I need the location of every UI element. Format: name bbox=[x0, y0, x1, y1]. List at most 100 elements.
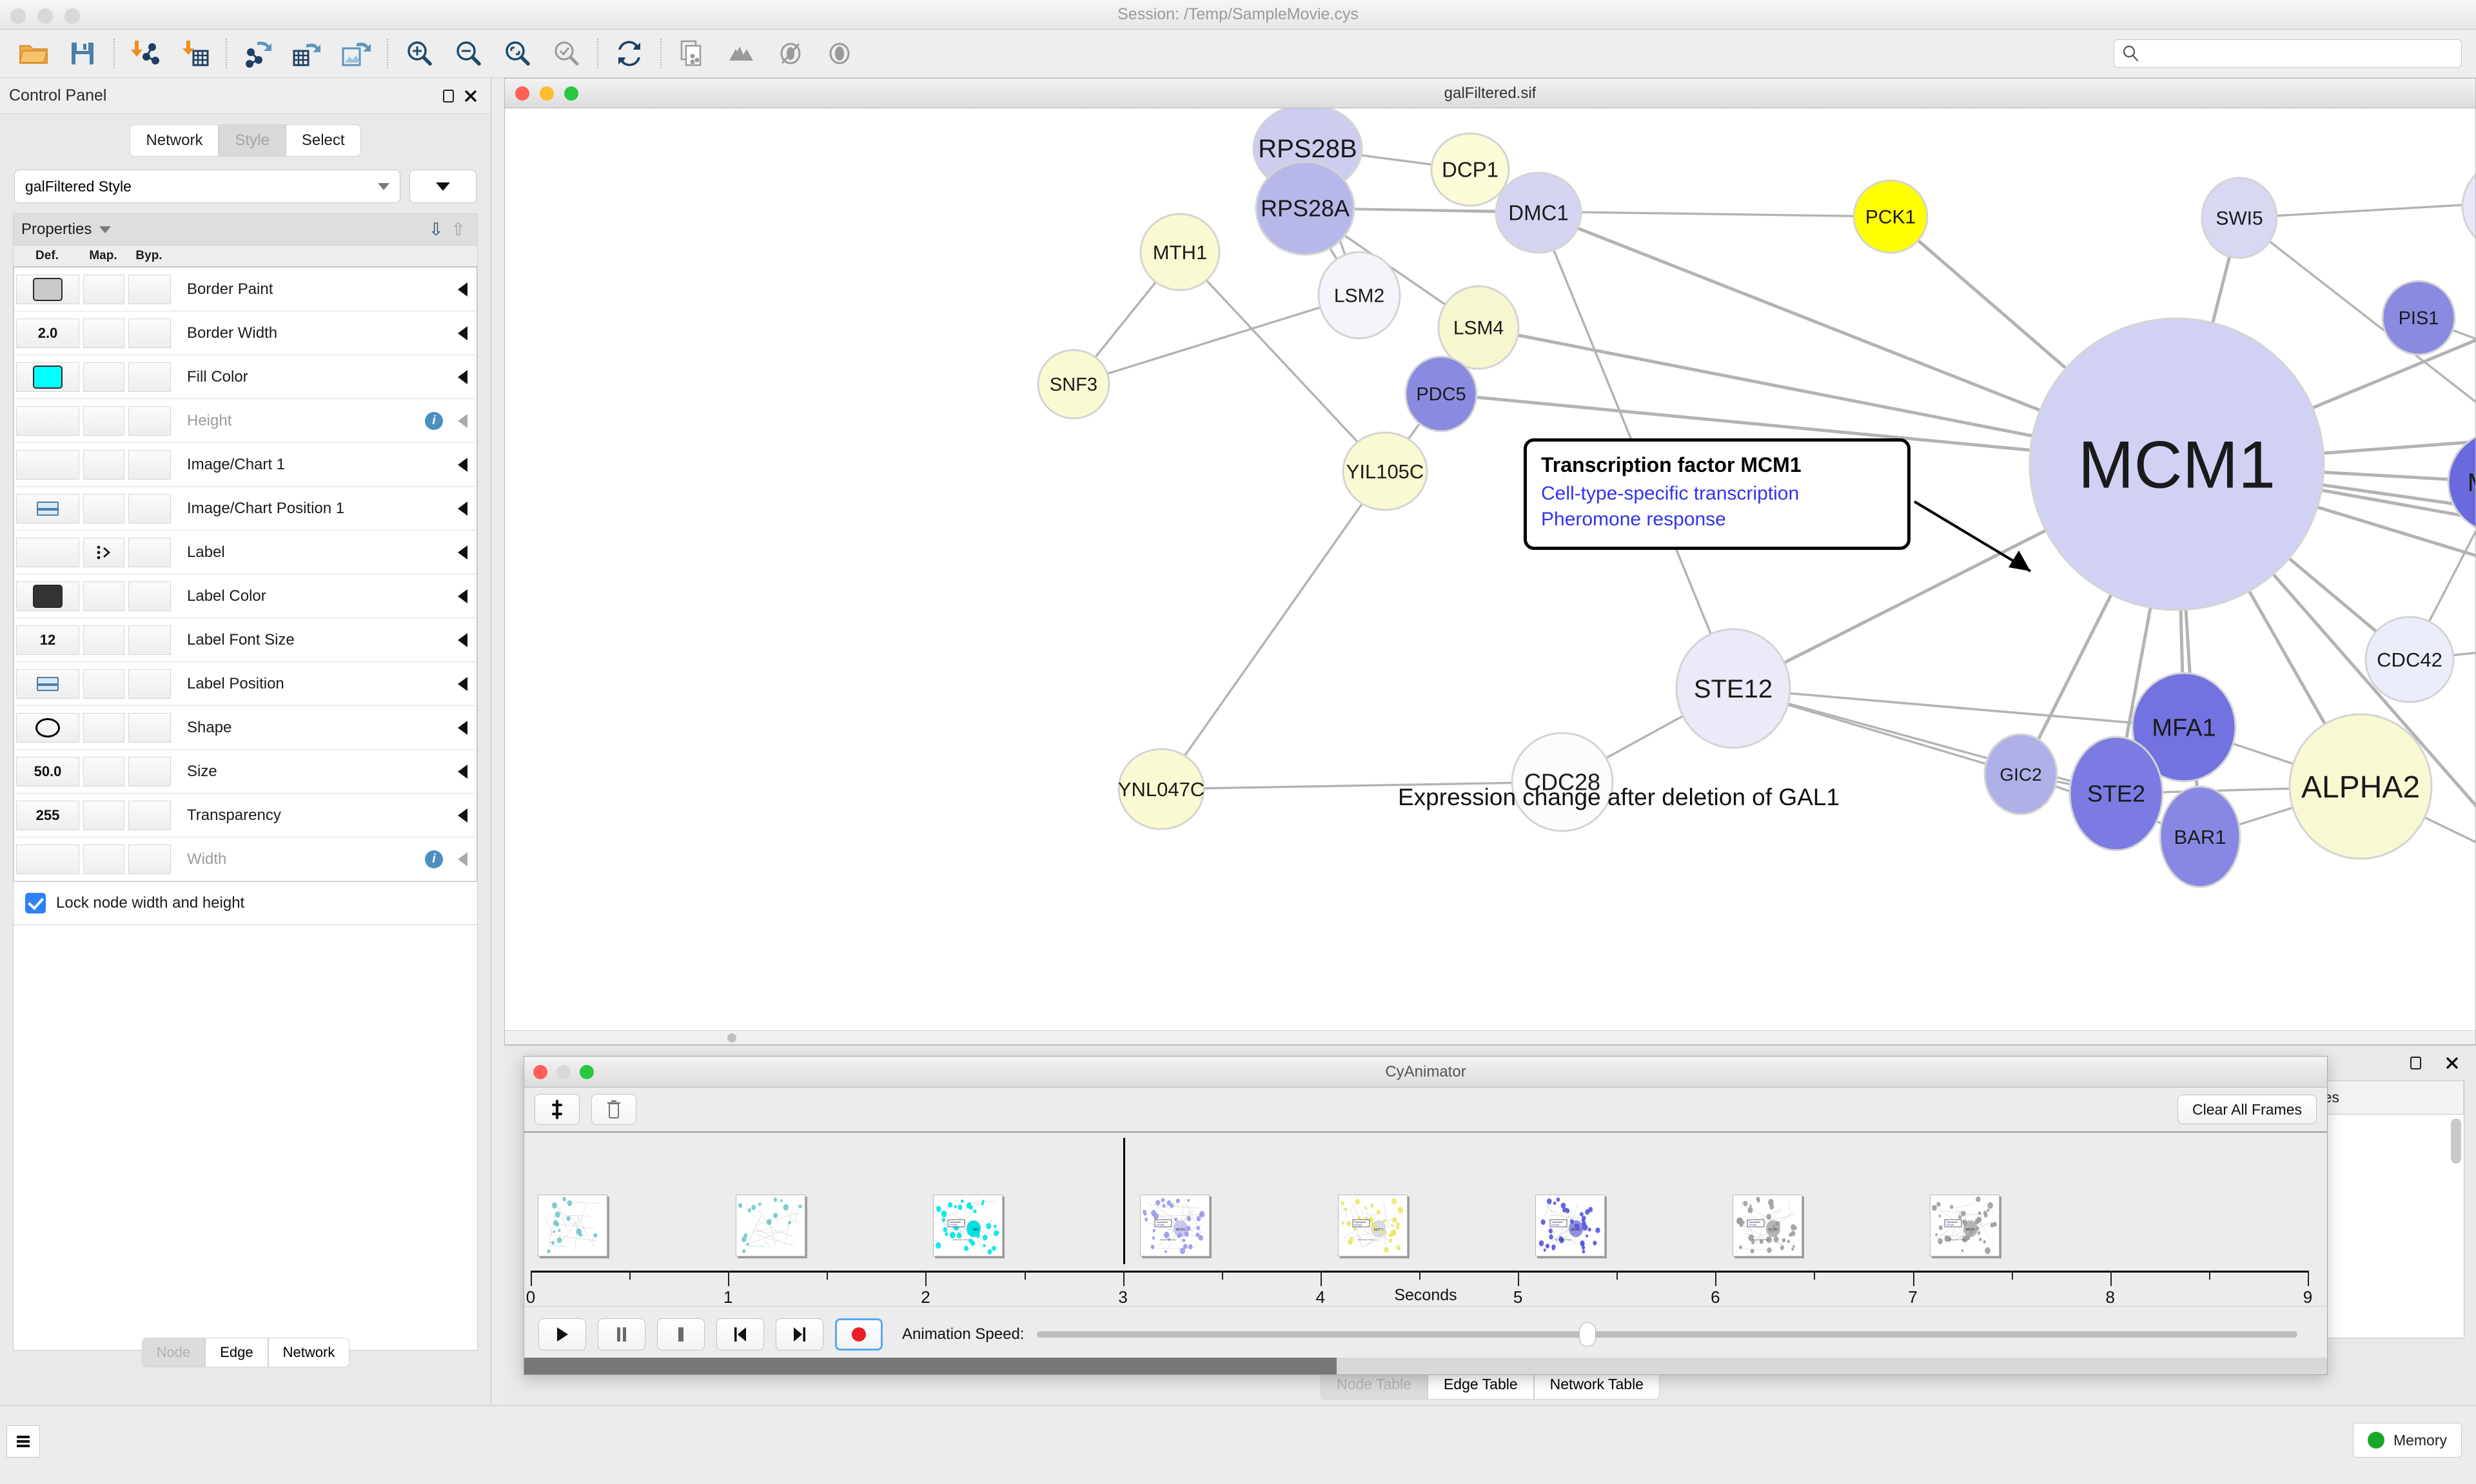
timeline-frame[interactable]: Expression change bbox=[538, 1195, 608, 1256]
prev-frame-button[interactable] bbox=[716, 1318, 764, 1351]
property-row[interactable]: 255 Transparency bbox=[14, 794, 477, 837]
network-node[interactable]: STE12 bbox=[1675, 628, 1791, 749]
node-shape[interactable] bbox=[1852, 179, 1929, 254]
property-mapping-cell[interactable] bbox=[83, 537, 124, 567]
import-table-icon[interactable] bbox=[170, 32, 219, 75]
search-box[interactable] bbox=[2114, 39, 2462, 68]
color-swatch[interactable] bbox=[33, 365, 63, 389]
open-folder-icon[interactable] bbox=[9, 32, 58, 75]
expand-property-icon[interactable] bbox=[448, 369, 477, 384]
tab-node[interactable]: Node bbox=[141, 1338, 206, 1367]
network-window-controls[interactable] bbox=[515, 86, 578, 101]
property-default-cell[interactable] bbox=[16, 669, 79, 699]
property-default-cell[interactable] bbox=[16, 405, 79, 436]
slider-knob[interactable] bbox=[1578, 1322, 1596, 1347]
node-shape[interactable] bbox=[1342, 431, 1428, 511]
network-node[interactable]: DCP1 bbox=[1430, 132, 1510, 207]
expand-property-icon[interactable] bbox=[448, 282, 477, 297]
save-icon[interactable] bbox=[58, 32, 107, 75]
node-shape[interactable] bbox=[2364, 616, 2455, 703]
tab-network-props[interactable]: Network bbox=[268, 1338, 350, 1367]
node-shape[interactable] bbox=[2201, 177, 2278, 259]
network-edge[interactable] bbox=[1160, 471, 1386, 790]
property-bypass-cell[interactable] bbox=[128, 537, 171, 567]
close-cyanimator-button[interactable] bbox=[533, 1064, 547, 1079]
network-node[interactable]: BAR1 bbox=[2159, 785, 2241, 888]
zoom-selected-icon[interactable] bbox=[542, 32, 591, 75]
style-select[interactable]: galFiltered Style bbox=[14, 170, 400, 203]
property-default-cell[interactable]: 50.0 bbox=[16, 756, 79, 786]
property-bypass-cell[interactable] bbox=[128, 449, 171, 480]
property-mapping-cell[interactable] bbox=[83, 274, 124, 304]
close-window-button[interactable] bbox=[10, 8, 26, 24]
network-node[interactable]: CDC42 bbox=[2364, 616, 2455, 703]
property-default-cell[interactable] bbox=[16, 712, 79, 743]
network-node[interactable]: GAL80 bbox=[2461, 159, 2475, 254]
position-icon[interactable] bbox=[37, 676, 59, 691]
node-shape[interactable] bbox=[1430, 132, 1510, 207]
network-node[interactable]: PIS1 bbox=[2381, 280, 2456, 356]
info-icon[interactable]: i bbox=[425, 850, 443, 868]
property-default-cell[interactable] bbox=[16, 274, 79, 304]
scrollbar-thumb[interactable] bbox=[524, 1358, 1337, 1374]
expand-property-icon[interactable] bbox=[448, 852, 477, 866]
tab-edge[interactable]: Edge bbox=[205, 1338, 268, 1367]
minimize-window-button[interactable] bbox=[37, 8, 53, 24]
node-shape[interactable] bbox=[2288, 713, 2433, 860]
node-shape[interactable] bbox=[1404, 355, 1478, 433]
property-mapping-cell[interactable] bbox=[83, 800, 124, 830]
node-shape[interactable] bbox=[1037, 349, 1110, 420]
expand-property-icon[interactable] bbox=[448, 720, 477, 735]
node-shape[interactable] bbox=[2381, 280, 2456, 356]
network-node[interactable]: RPS28A bbox=[1255, 161, 1355, 256]
network-edge[interactable] bbox=[2418, 317, 2475, 424]
import-network-icon[interactable] bbox=[121, 32, 170, 75]
search-input[interactable] bbox=[2145, 46, 2453, 61]
node-shape[interactable] bbox=[1139, 213, 1221, 291]
info-icon[interactable]: i bbox=[425, 411, 443, 430]
mcm1-annotation[interactable]: Transcription factor MCM1 Cell-type-spec… bbox=[1524, 438, 1911, 550]
hide-selected-icon[interactable] bbox=[766, 32, 815, 75]
play-button[interactable] bbox=[538, 1318, 586, 1351]
property-mapping-cell[interactable] bbox=[83, 712, 124, 743]
network-canvas[interactable]: RPS28BDCP1RPS28ADMC1PCK1SWI5GAL80GAL11ST… bbox=[505, 108, 2475, 1044]
expand-property-icon[interactable] bbox=[448, 632, 477, 647]
export-network-icon[interactable] bbox=[233, 32, 282, 75]
lock-node-size-checkbox[interactable] bbox=[25, 893, 46, 913]
node-shape[interactable] bbox=[1675, 628, 1791, 749]
canvas-horizontal-scrollbar[interactable] bbox=[505, 1030, 2475, 1044]
network-edge[interactable] bbox=[1733, 687, 2185, 728]
tab-network[interactable]: Network bbox=[130, 124, 219, 157]
zoom-fit-icon[interactable] bbox=[493, 32, 542, 75]
network-node[interactable]: YIL105C bbox=[1342, 431, 1428, 511]
position-icon[interactable] bbox=[37, 501, 59, 516]
network-node[interactable]: PCK1 bbox=[1852, 179, 1929, 254]
network-node[interactable]: SWI5 bbox=[2201, 177, 2278, 259]
property-bypass-cell[interactable] bbox=[128, 405, 171, 436]
expand-property-icon[interactable] bbox=[448, 808, 477, 823]
minimize-cyanimator-button[interactable] bbox=[556, 1064, 571, 1079]
property-row[interactable]: Label Color bbox=[14, 574, 477, 618]
properties-menu-icon[interactable] bbox=[99, 226, 112, 233]
expand-property-icon[interactable] bbox=[448, 501, 477, 516]
close-icon[interactable] bbox=[460, 85, 482, 107]
property-default-cell[interactable]: 12 bbox=[16, 625, 79, 655]
export-table-icon[interactable] bbox=[282, 32, 331, 75]
network-node[interactable]: YNL047C bbox=[1117, 748, 1205, 830]
property-mapping-cell[interactable] bbox=[83, 844, 124, 874]
cyanimator-scrollbar[interactable] bbox=[524, 1358, 2327, 1374]
network-node[interactable]: DMC1 bbox=[1495, 171, 1582, 254]
property-default-cell[interactable]: 2.0 bbox=[16, 318, 79, 348]
node-shape[interactable] bbox=[1511, 732, 1614, 832]
property-bypass-cell[interactable] bbox=[128, 625, 171, 655]
style-options-button[interactable] bbox=[409, 170, 477, 203]
refresh-layout-icon[interactable] bbox=[605, 32, 654, 75]
window-controls[interactable] bbox=[10, 8, 80, 24]
collapse-all-icon[interactable]: ⇧ bbox=[451, 219, 466, 239]
property-row[interactable]: Fill Color bbox=[14, 355, 477, 399]
expand-property-icon[interactable] bbox=[448, 764, 477, 779]
network-node[interactable]: PDC5 bbox=[1404, 355, 1478, 433]
